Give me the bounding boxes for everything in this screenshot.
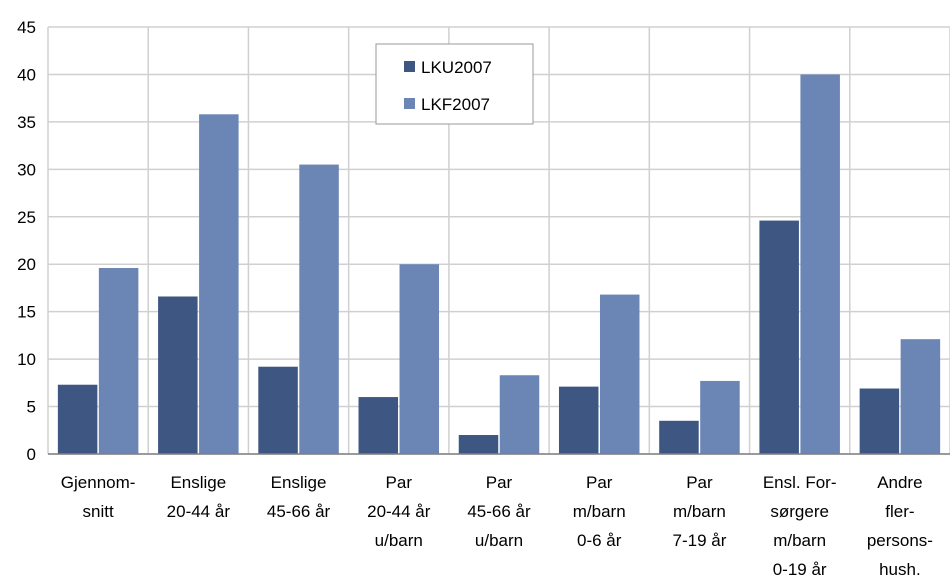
x-category-label: Enslige [271, 473, 327, 492]
bars [48, 74, 950, 455]
y-tick-label: 30 [17, 160, 36, 179]
x-category-label: m/barn [773, 531, 826, 550]
x-category-label: Enslige [170, 473, 226, 492]
x-category-label: fler- [885, 502, 914, 521]
x-category-label: m/barn [573, 502, 626, 521]
bar-lkf2007-0 [98, 268, 139, 454]
x-category-label: Par [686, 473, 713, 492]
bar-lkf2007-1 [199, 114, 239, 454]
bar-lku2007-1 [158, 296, 198, 454]
bar-lkf2007-7 [800, 74, 840, 454]
x-category-label: 45-66 år [467, 502, 531, 521]
x-category-label: 0-6 år [577, 531, 622, 550]
bar-lku2007-3 [358, 397, 399, 454]
y-tick-label: 10 [17, 350, 36, 369]
x-category-label: hush. [879, 560, 921, 576]
y-tick-label: 45 [17, 18, 36, 37]
x-category-label: 20-44 år [167, 502, 231, 521]
bar-lkf2007-6 [700, 380, 740, 454]
bar-lkf2007-4 [499, 375, 540, 454]
bar-lkf2007-3 [399, 264, 440, 454]
legend-label-lkf2007: LKF2007 [421, 95, 490, 114]
legend-box [375, 43, 534, 125]
bar-lku2007-7 [759, 220, 799, 454]
y-tick-label: 20 [17, 255, 36, 274]
legend-swatch-lkf2007 [404, 98, 415, 109]
x-category-label: persons- [867, 531, 933, 550]
bar-lkf2007-5 [599, 294, 640, 454]
y-tick-label: 0 [27, 445, 36, 464]
y-tick-label: 5 [27, 398, 36, 417]
legend-label-lku2007: LKU2007 [421, 58, 492, 77]
x-category-label: u/barn [475, 531, 523, 550]
y-tick-label: 35 [17, 113, 36, 132]
y-axis-ticks: 0 5 10 15 20 25 30 35 40 45 [17, 18, 36, 464]
x-category-label: 20-44 år [367, 502, 431, 521]
x-category-label: Par [586, 473, 613, 492]
x-category-label: sørgere [770, 502, 829, 521]
gridlines [47, 26, 950, 455]
bar-lku2007-4 [458, 435, 499, 454]
x-category-label: 45-66 år [267, 502, 331, 521]
x-category-label: m/barn [673, 502, 726, 521]
bar-lku2007-6 [659, 420, 699, 454]
y-tick-label: 25 [17, 208, 36, 227]
x-category-label: Gjennom- [61, 473, 136, 492]
x-category-label: 7-19 år [673, 531, 727, 550]
bar-lku2007-8 [859, 388, 900, 454]
x-category-label: 0-19 år [773, 560, 827, 576]
legend-swatch-lku2007 [404, 61, 415, 72]
y-tick-label: 40 [17, 65, 36, 84]
bar-lkf2007-2 [299, 164, 339, 455]
bar-lku2007-0 [57, 384, 98, 454]
y-tick-label: 15 [17, 303, 36, 322]
x-category-label: Par [386, 473, 413, 492]
x-category-label: Andre [877, 473, 922, 492]
x-category-label: u/barn [375, 531, 423, 550]
x-axis-categories: Gjennom-snitt Enslige 20-44 år Enslige 45-66… [61, 473, 933, 576]
x-category-label: snitt [83, 502, 114, 521]
x-category-label: Ensl. For- [763, 473, 837, 492]
legend: LKU2007 LKF2007 [375, 43, 534, 125]
bar-lku2007-2 [258, 366, 298, 454]
bar-lku2007-5 [558, 386, 599, 454]
x-category-label: Par [486, 473, 513, 492]
bar-lkf2007-8 [900, 339, 941, 454]
